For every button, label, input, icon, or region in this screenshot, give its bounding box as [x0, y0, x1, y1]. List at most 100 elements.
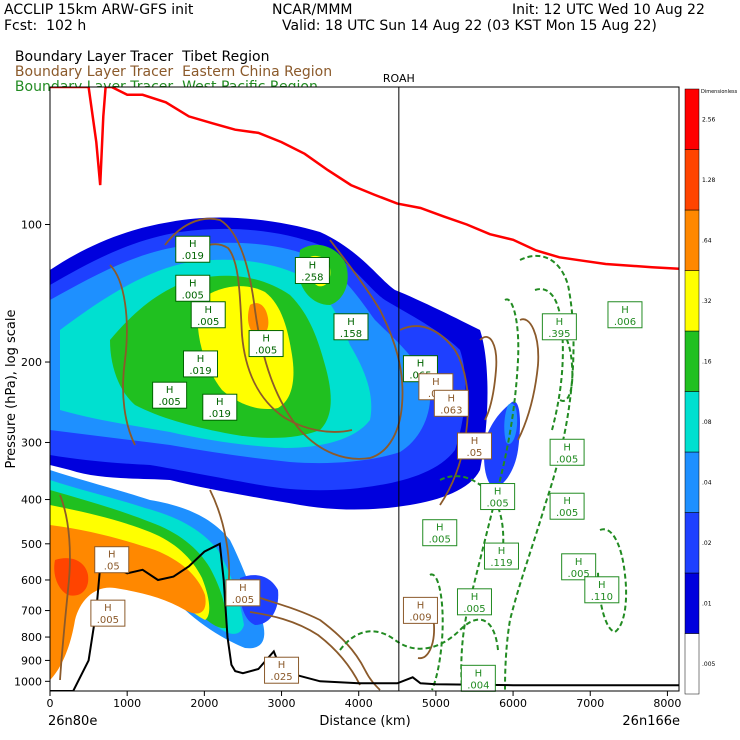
forecast-hour: Fcst: 102 h: [4, 18, 87, 34]
high-marker: H: [432, 377, 440, 388]
high-marker: H: [347, 317, 355, 328]
colorbar-swatch: [684, 451, 700, 513]
x-tick-label: 2000: [190, 697, 218, 710]
contour-label-value: .006: [614, 317, 636, 328]
colorbar-level-label: 1.28: [702, 177, 716, 184]
high-marker: H: [448, 393, 456, 404]
x-tick-label: 7000: [576, 697, 604, 710]
legend-entry-eastern-china: Boundary Layer Tracer Eastern China Regi…: [6, 50, 332, 80]
high-marker: H: [471, 592, 479, 603]
contour-label-value: .063: [440, 405, 462, 416]
high-marker: H: [262, 334, 270, 345]
y-axis-label: Pressure (hPa), log scale: [4, 310, 19, 469]
contour-label: H.019: [175, 235, 211, 263]
contour-label-value: .019: [209, 409, 231, 420]
contour-label-value: .005: [255, 346, 277, 357]
contour-label: H.019: [202, 393, 238, 421]
west-pacific-contour-5: [597, 528, 628, 634]
y-tick-label: 300: [21, 436, 42, 449]
colorbar-swatch: [684, 209, 700, 271]
contour-label: H.005: [561, 553, 597, 581]
west-pacific-contour-6: [339, 618, 499, 651]
contour-label-value: .005: [232, 595, 254, 606]
x-tick-label: 0: [47, 697, 54, 710]
contour-label: H.009: [402, 596, 438, 624]
colorbar-swatch: [684, 270, 700, 332]
contour-label-value: .005: [463, 604, 485, 615]
init-time: Init: 12 UTC Wed 10 Aug 22: [512, 2, 705, 18]
contour-label-value: .005: [197, 317, 219, 328]
high-marker: H: [104, 603, 112, 614]
contour-label-value: .019: [189, 366, 211, 377]
high-marker: H: [621, 305, 629, 316]
colorbar-level-label: .08: [702, 419, 712, 426]
contour-label: H.005: [422, 519, 458, 547]
contour-label: H.005: [549, 438, 585, 466]
tracer-fields: [50, 217, 520, 680]
y-tick-label: 700: [21, 605, 42, 618]
high-marker: H: [108, 550, 116, 561]
contour-label-value: .119: [490, 558, 512, 569]
eastern-china-contour-10: [59, 494, 71, 681]
contour-label-value: .158: [340, 329, 362, 340]
organization: NCAR/MMM: [272, 2, 353, 18]
tropopause: [50, 87, 679, 271]
y-tick-label: 100: [21, 219, 42, 232]
contour-label-value: .005: [158, 397, 180, 408]
contour-label: H.004: [460, 664, 496, 692]
contour-label-value: .005: [486, 499, 508, 510]
contour-label: H.063: [433, 389, 469, 417]
contour-label: H.005: [480, 483, 516, 511]
tropopause-line: [50, 87, 679, 271]
contour-label-value: .005: [556, 454, 578, 465]
west-pacific-contour-7: [429, 573, 444, 691]
y-tick-label: 1000: [14, 675, 42, 688]
high-marker: H: [494, 487, 502, 498]
y-tick-label: 800: [21, 631, 42, 644]
x-tick-label: 6000: [499, 697, 527, 710]
colorbar: .005 .01 .02 .04 .08 .16 .32 .64 1.28 2.56 Dimensi…: [684, 88, 738, 695]
colorbar-level-label: .02: [702, 540, 712, 547]
contour-label: H.005: [549, 492, 585, 520]
contour-label-value: .258: [301, 272, 323, 283]
contour-label-value: .004: [467, 680, 489, 691]
y-tick-label: 500: [21, 538, 42, 551]
valid-time: Valid: 18 UTC Sun 14 Aug 22 (03 KST Mon …: [282, 18, 657, 34]
high-marker: H: [556, 317, 564, 328]
contour-label-value: .005: [429, 535, 451, 546]
high-marker: H: [498, 546, 506, 557]
high-marker: H: [475, 668, 483, 679]
y-tick-label: 900: [21, 654, 42, 667]
x-tick-label: 8000: [653, 697, 681, 710]
colorbar-swatch: [684, 149, 700, 211]
high-marker: H: [417, 600, 425, 611]
colorbar-level-label: .005: [702, 661, 716, 668]
contour-label: H.005: [90, 599, 126, 627]
high-marker: H: [309, 260, 317, 271]
colorbar-swatch: [684, 88, 700, 150]
high-marker: H: [598, 580, 606, 591]
y-tick-label: 200: [21, 356, 42, 369]
contour-label-value: .05: [467, 448, 483, 459]
contour-label-value: .110: [591, 592, 613, 603]
high-marker: H: [471, 436, 479, 447]
model-title: ACCLIP 15km ARW-GFS init: [4, 2, 194, 18]
legend-eastern-china-region: Eastern China Region: [182, 64, 333, 80]
contour-label: H.158: [333, 313, 369, 341]
contour-label: H.005: [152, 381, 188, 409]
colorbar-level-label: .32: [702, 298, 712, 305]
contour-label: H.019: [182, 350, 218, 378]
contour-label: H.119: [483, 542, 519, 570]
contour-label-value: .395: [548, 329, 570, 340]
high-marker: H: [216, 397, 224, 408]
high-marker: H: [436, 523, 444, 534]
contour-label-value: .009: [409, 612, 431, 623]
lower-plume-c5: [50, 525, 206, 680]
contour-label-value: .005: [97, 615, 119, 626]
right-end-label: 26n166e: [622, 714, 680, 729]
x-tick-label: 4000: [345, 697, 373, 710]
eastern-china-contour-2: [189, 243, 353, 433]
colorbar-level-label: 2.56: [702, 116, 716, 123]
high-marker: H: [417, 359, 425, 370]
